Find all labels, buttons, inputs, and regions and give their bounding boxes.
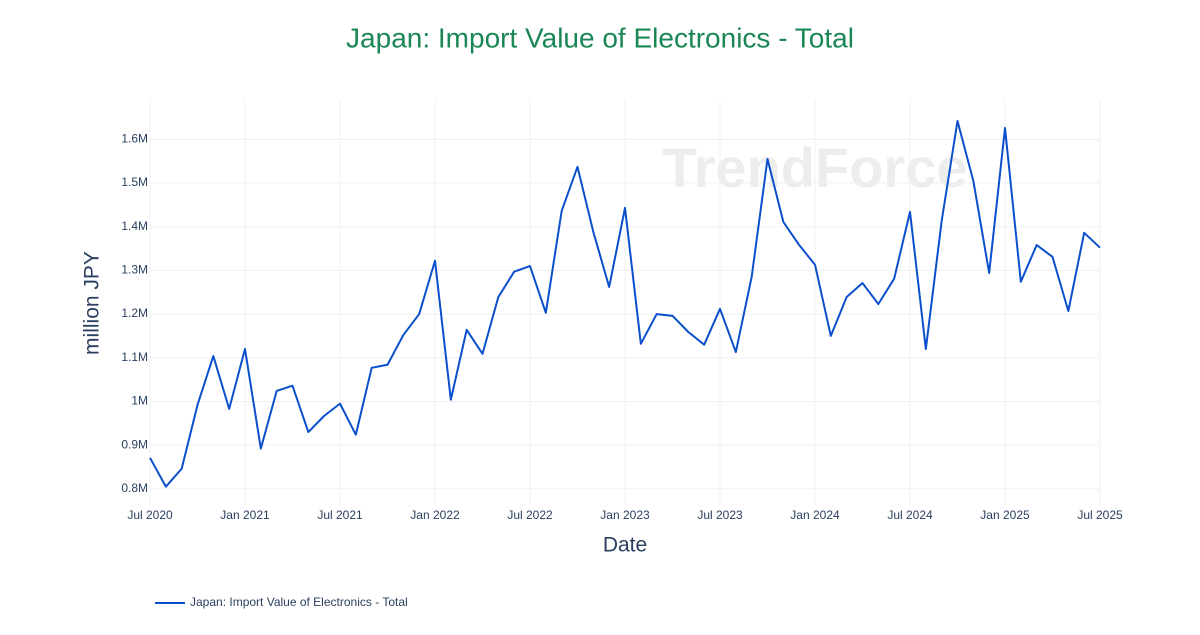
y-tick-label: 0.9M <box>121 437 148 451</box>
x-tick-label: Jul 2021 <box>317 508 363 522</box>
x-tick-label: Jan 2023 <box>600 508 650 522</box>
x-tick-label: Jan 2024 <box>790 508 840 522</box>
x-tick-label: Jan 2025 <box>980 508 1030 522</box>
x-tick-label: Jul 2022 <box>507 508 553 522</box>
y-tick-label: 1.1M <box>121 350 148 364</box>
chart-title: Japan: Import Value of Electronics - Tot… <box>346 22 854 53</box>
series-line <box>149 119 1101 488</box>
x-tick-label: Jan 2021 <box>220 508 270 522</box>
x-tick-label: Jul 2025 <box>1077 508 1123 522</box>
legend-label: Japan: Import Value of Electronics - Tot… <box>190 595 408 609</box>
x-tick-label: Jul 2020 <box>127 508 173 522</box>
x-axis-label: Date <box>603 534 647 557</box>
y-tick-label: 1M <box>131 394 148 408</box>
x-tick-label: Jan 2022 <box>410 508 460 522</box>
x-tick-label: Jul 2024 <box>887 508 933 522</box>
x-tick-label: Jul 2023 <box>697 508 743 522</box>
y-tick-label: 1.6M <box>121 131 148 145</box>
y-tick-label: 1.3M <box>121 263 148 277</box>
y-tick-label: 0.8M <box>121 481 148 495</box>
y-tick-label: 1.5M <box>121 175 148 189</box>
y-tick-label: 1.2M <box>121 306 148 320</box>
y-tick-label: 1.4M <box>121 219 148 233</box>
y-axis-label: million JPY <box>81 251 104 355</box>
